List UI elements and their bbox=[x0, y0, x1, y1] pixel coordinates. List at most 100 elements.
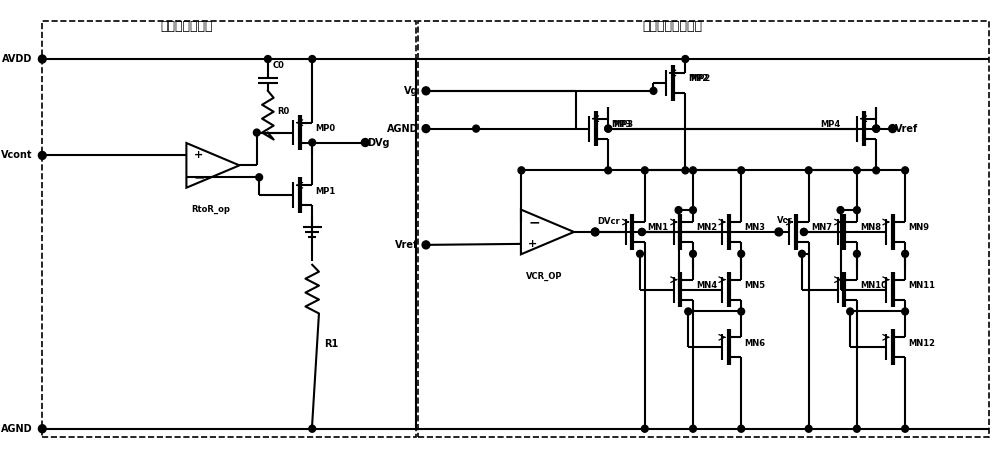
Circle shape bbox=[799, 250, 805, 257]
Text: +: + bbox=[194, 150, 203, 161]
Circle shape bbox=[902, 425, 908, 432]
Circle shape bbox=[361, 139, 369, 147]
Text: MP3: MP3 bbox=[611, 120, 631, 129]
Text: AVDD: AVDD bbox=[2, 54, 33, 64]
Circle shape bbox=[591, 228, 599, 236]
Text: R0: R0 bbox=[278, 107, 290, 116]
Circle shape bbox=[309, 55, 316, 63]
Circle shape bbox=[854, 207, 860, 214]
Text: −: − bbox=[528, 215, 540, 229]
Circle shape bbox=[690, 425, 696, 432]
Circle shape bbox=[889, 125, 896, 133]
Text: Vcr: Vcr bbox=[777, 216, 793, 225]
Text: AGND: AGND bbox=[387, 124, 418, 134]
Circle shape bbox=[805, 425, 812, 432]
Circle shape bbox=[873, 125, 880, 132]
Text: Vcont: Vcont bbox=[1, 150, 33, 161]
Circle shape bbox=[775, 228, 783, 236]
Circle shape bbox=[805, 167, 812, 174]
Circle shape bbox=[592, 229, 599, 235]
Text: MN10: MN10 bbox=[860, 281, 887, 290]
Text: Vref: Vref bbox=[894, 124, 918, 134]
Circle shape bbox=[650, 87, 657, 94]
Circle shape bbox=[682, 167, 689, 174]
Text: MP2: MP2 bbox=[688, 74, 708, 83]
Circle shape bbox=[873, 125, 880, 132]
Circle shape bbox=[685, 308, 692, 315]
Circle shape bbox=[738, 167, 745, 174]
Circle shape bbox=[253, 129, 260, 136]
Bar bbox=[42, 21, 416, 436]
Circle shape bbox=[422, 125, 430, 133]
Circle shape bbox=[518, 167, 525, 174]
Circle shape bbox=[738, 250, 745, 257]
Circle shape bbox=[422, 241, 430, 249]
Text: Vref: Vref bbox=[395, 240, 418, 250]
Text: MP0: MP0 bbox=[315, 124, 335, 133]
Circle shape bbox=[639, 229, 645, 235]
Text: MN5: MN5 bbox=[744, 281, 765, 290]
Circle shape bbox=[637, 250, 643, 257]
Circle shape bbox=[800, 229, 807, 235]
Text: DVcr: DVcr bbox=[597, 217, 620, 226]
Text: 稳定共模电压模块: 稳定共模电压模块 bbox=[642, 20, 702, 33]
Text: VCR_OP: VCR_OP bbox=[526, 272, 563, 281]
Circle shape bbox=[738, 425, 745, 432]
Text: MN8: MN8 bbox=[860, 224, 881, 233]
Circle shape bbox=[847, 308, 854, 315]
Circle shape bbox=[800, 229, 807, 235]
Circle shape bbox=[873, 125, 880, 132]
Circle shape bbox=[690, 167, 696, 174]
Text: MP4: MP4 bbox=[820, 120, 841, 129]
Circle shape bbox=[605, 167, 612, 174]
Circle shape bbox=[592, 229, 599, 235]
Text: MN3: MN3 bbox=[744, 224, 765, 233]
Circle shape bbox=[264, 55, 271, 63]
Text: +: + bbox=[528, 239, 537, 249]
Circle shape bbox=[690, 207, 696, 214]
Circle shape bbox=[38, 425, 46, 433]
Circle shape bbox=[682, 55, 689, 63]
Circle shape bbox=[902, 250, 908, 257]
Circle shape bbox=[854, 250, 860, 257]
Text: DVg: DVg bbox=[367, 138, 390, 148]
Circle shape bbox=[837, 207, 844, 214]
Circle shape bbox=[309, 139, 316, 146]
Circle shape bbox=[605, 125, 612, 132]
Text: C0: C0 bbox=[273, 62, 285, 71]
Bar bbox=[418, 21, 989, 436]
Circle shape bbox=[738, 308, 745, 315]
Polygon shape bbox=[186, 143, 239, 188]
Circle shape bbox=[639, 229, 645, 235]
Circle shape bbox=[675, 207, 682, 214]
Text: MN2: MN2 bbox=[696, 224, 717, 233]
Text: −: − bbox=[194, 170, 205, 184]
Text: AGND: AGND bbox=[1, 424, 33, 434]
Text: MN4: MN4 bbox=[696, 281, 717, 290]
Text: MN7: MN7 bbox=[812, 224, 833, 233]
Circle shape bbox=[641, 167, 648, 174]
Text: MN12: MN12 bbox=[908, 339, 935, 348]
Circle shape bbox=[309, 425, 316, 432]
Circle shape bbox=[473, 125, 479, 132]
Text: Vg: Vg bbox=[404, 86, 418, 96]
Text: MP2: MP2 bbox=[690, 74, 710, 83]
Text: MP3: MP3 bbox=[613, 120, 633, 129]
Circle shape bbox=[38, 55, 46, 63]
Circle shape bbox=[641, 425, 648, 432]
Circle shape bbox=[690, 250, 696, 257]
Circle shape bbox=[873, 167, 880, 174]
Circle shape bbox=[38, 152, 46, 159]
Text: MN9: MN9 bbox=[908, 224, 929, 233]
Polygon shape bbox=[521, 210, 574, 254]
Circle shape bbox=[854, 425, 860, 432]
Text: MN1: MN1 bbox=[648, 224, 669, 233]
Circle shape bbox=[422, 87, 430, 95]
Circle shape bbox=[256, 174, 263, 181]
Circle shape bbox=[902, 308, 908, 315]
Circle shape bbox=[902, 167, 908, 174]
Text: MN11: MN11 bbox=[908, 281, 935, 290]
Circle shape bbox=[854, 167, 860, 174]
Circle shape bbox=[605, 125, 612, 132]
Text: RtoR_op: RtoR_op bbox=[192, 205, 231, 214]
